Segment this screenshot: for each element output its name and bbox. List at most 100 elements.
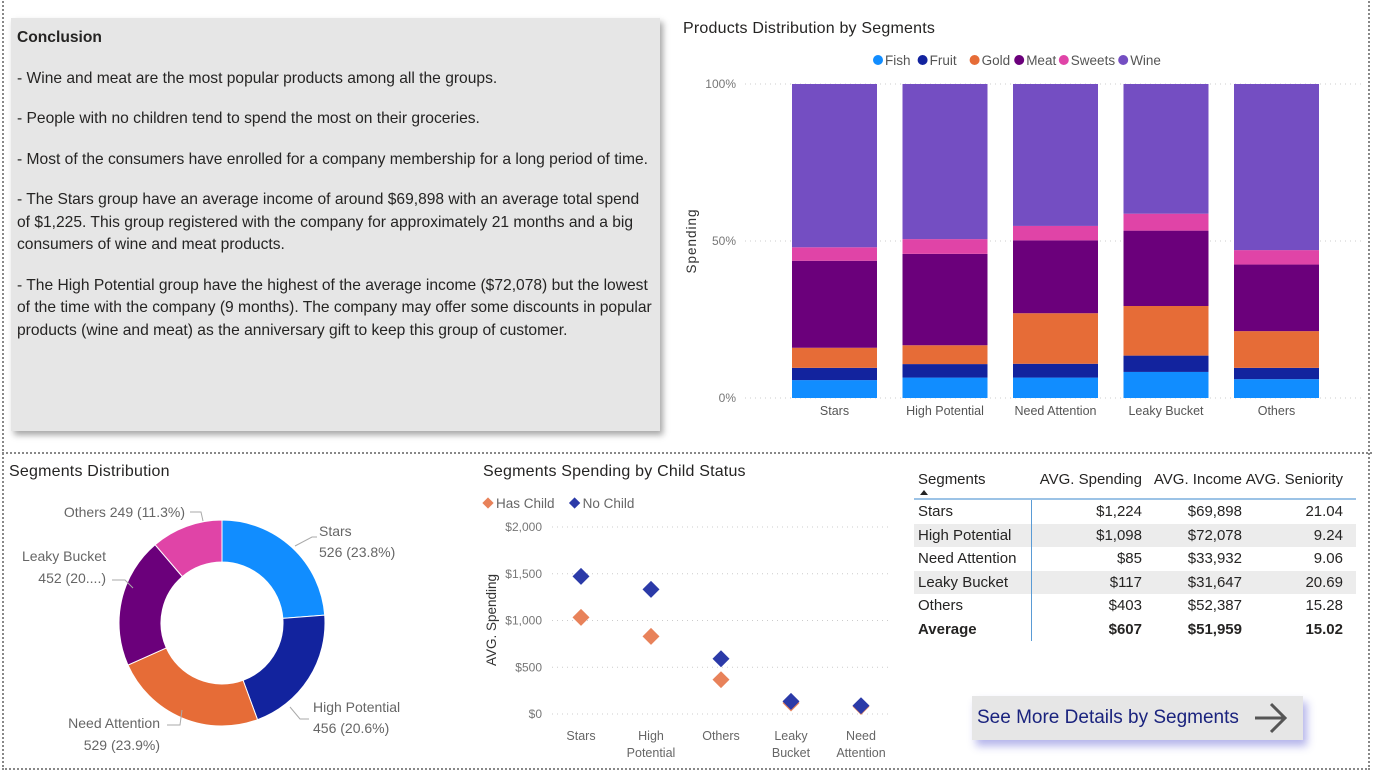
point-has-child-stars [572,608,590,626]
conclusion-point: - Most of the consumers have enrolled fo… [17,150,648,168]
conclusion-point: - People with no children tend to spend … [17,110,480,127]
cell-spending: $85 [1116,550,1142,568]
legend-item-gold[interactable]: Gold [969,53,1011,68]
bar-segment-stars-fruit [792,367,877,381]
cell-segment: Stars [914,500,1032,524]
bar-segment-high-potential-meat [902,253,988,346]
donut-label-value: 456 (20.6%) [313,720,389,736]
cell-spending: $607 [1108,620,1142,638]
bar-segment-others-fish [1234,379,1319,398]
legend-label: Gold [982,53,1011,68]
y-axis-title: Spending [684,208,699,273]
point-no-child-high-potential [642,580,660,598]
x-tick-label: Need [846,729,876,743]
legend-item-fruit[interactable]: Fruit [917,53,957,68]
bar-segment-leaky-bucket-gold [1123,305,1209,356]
segments-distribution-title: Segments Distribution [9,463,170,480]
bar-segment-high-potential-sweets [902,239,988,254]
legend-marker-wine [1118,55,1129,65]
column-header-avg-income[interactable]: AVG. Income [1153,471,1242,488]
legend-marker-fruit [917,55,928,65]
cell-spending: $1,224 [1096,503,1142,521]
point-has-child-high-potential [642,627,660,645]
cell-spending: $403 [1108,597,1142,615]
cell-seniority: 15.28 [1305,597,1343,615]
legend-marker-has-child [482,497,494,509]
bar-segment-leaky-bucket-fruit [1123,355,1209,372]
leader-line [167,709,183,726]
legend-item-no-child[interactable]: No Child [568,496,635,511]
bar-segment-need-attention-fish [1013,377,1098,398]
y-tick-label: $2,000 [505,520,542,534]
legend-label: No Child [583,496,635,511]
cell-income: $72,078 [1187,526,1242,544]
table-row: Leaky Bucket $117 $31,647 20.69 [914,570,1356,594]
see-more-details-button[interactable]: See More Details by Segments [972,696,1303,740]
legend-item-sweets[interactable]: Sweets [1058,53,1116,68]
segments-table: Segments AVG. Spending AVG. Income AVG. … [914,468,1356,641]
point-no-child-need-attention [852,697,870,715]
x-tick-label: Leaky Bucket [1128,404,1204,418]
cell-spending: $117 [1109,573,1142,591]
point-no-child-leaky-bucket [782,692,800,710]
legend-marker-no-child [568,497,581,509]
bar-segment-others-wine [1234,84,1319,251]
bar-segment-stars-meat [792,260,877,348]
cell-seniority: 15.02 [1305,620,1343,638]
x-tick-label: Leaky [774,729,808,743]
table-row: Others $403 $52,387 15.28 [914,594,1356,618]
cell-seniority: 9.24 [1313,526,1343,544]
legend-marker-meat [1014,55,1025,65]
bar-segment-stars-gold [792,347,877,368]
legend-marker-gold [969,55,980,65]
legend-item-wine[interactable]: Wine [1118,53,1161,68]
bar-segment-stars-sweets [792,247,877,261]
y-tick-label: $500 [515,660,542,674]
legend-label: Fish [885,53,911,68]
cell-segment: Leaky Bucket [914,570,1032,594]
cell-income: $33,932 [1187,550,1242,568]
donut-label-value: 529 (23.9%) [84,737,160,753]
legend-label: Meat [1026,53,1056,68]
y-tick-label: 0% [719,391,737,405]
donut-label-value: 526 (23.8%) [319,544,395,560]
donut-label-name: Need Attention [68,715,160,731]
x-tick-label: Need Attention [1014,404,1096,418]
section-divider [2,452,1372,454]
donut-slice-stars [221,519,326,619]
bar-segment-stars-fish [792,380,877,398]
cell-seniority: 9.06 [1313,550,1343,568]
child-status-chart-title: Segments Spending by Child Status [483,463,746,480]
legend-label: Wine [1130,53,1161,68]
bar-segment-high-potential-fish [902,377,988,398]
bar-segment-others-meat [1234,264,1319,332]
legend-item-has-child[interactable]: Has Child [482,496,555,511]
x-tick-label: Others [1258,404,1296,418]
x-tick-label: High Potential [906,404,984,418]
cell-segment: Average [914,617,1032,641]
x-tick-label: Stars [820,404,849,418]
column-header-segments[interactable]: Segments [914,471,1032,498]
legend-marker-sweets [1058,55,1069,65]
y-tick-label: $1,000 [505,614,542,628]
bar-segment-need-attention-gold [1013,313,1098,364]
column-header-avg-seniority[interactable]: AVG. Seniority [1245,471,1343,488]
column-header-avg-spending[interactable]: AVG. Spending [1039,471,1142,488]
bar-segment-leaky-bucket-fish [1123,371,1209,398]
conclusion-heading: Conclusion [17,29,102,46]
products-distribution-chart: Fish Fruit Gold Meat Sweets Wine 0% 50% 100% Spen… [684,53,1365,418]
bar-segment-need-attention-sweets [1013,225,1098,241]
legend-item-meat[interactable]: Meat [1014,53,1056,68]
bar-segment-need-attention-fruit [1013,363,1098,378]
cell-segment: Others [914,594,1032,618]
x-tick-label: Stars [566,729,595,743]
table-total-row: Average $607 $51,959 15.02 [914,617,1356,641]
y-axis-title: AVG. Spending [484,574,499,666]
leader-line [190,511,204,522]
legend-item-fish[interactable]: Fish [873,53,911,68]
point-no-child-others [712,650,730,668]
child-status-scatter-chart: Has Child No Child $0 $500 $1,000 $1,500 $2,00… [482,496,890,760]
cell-seniority: 20.69 [1305,573,1343,591]
table-row: High Potential $1,098 $72,078 9.24 [914,523,1356,547]
